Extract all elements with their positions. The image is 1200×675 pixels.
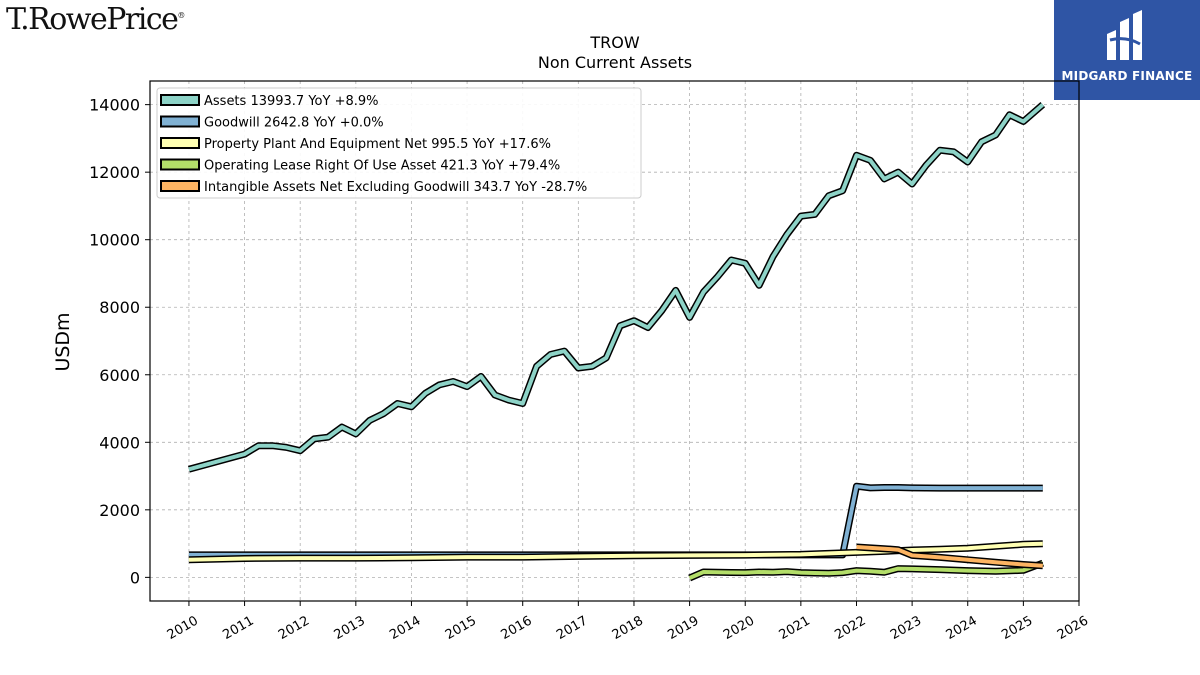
x-tick-label: 2026 bbox=[1055, 613, 1091, 643]
legend-label: Operating Lease Right Of Use Asset 421.3… bbox=[204, 159, 560, 174]
legend-swatch bbox=[160, 137, 200, 149]
x-tick-label: 2025 bbox=[999, 613, 1035, 643]
chart-subtitle: Non Current Assets bbox=[538, 53, 692, 72]
x-tick-label: 2021 bbox=[777, 613, 813, 643]
brand-logo: T.RowePrice® bbox=[6, 2, 185, 37]
legend-swatch bbox=[160, 180, 200, 192]
legend-label: Intangible Assets Net Excluding Goodwill… bbox=[204, 180, 587, 195]
chart-title: TROW bbox=[589, 33, 639, 52]
x-tick-label: 2014 bbox=[387, 613, 423, 643]
y-axis-label: USDm bbox=[52, 312, 74, 371]
partner-logo-mark bbox=[1107, 10, 1142, 60]
legend-swatch bbox=[160, 94, 200, 106]
y-tick-label: 2000 bbox=[99, 501, 140, 520]
y-tick-label: 10000 bbox=[89, 231, 140, 250]
partner-logo: MIDGARD FINANCE bbox=[1054, 0, 1200, 100]
x-tick-label: 2016 bbox=[499, 613, 535, 643]
x-tick-label: 2017 bbox=[554, 613, 590, 643]
x-tick-label: 2012 bbox=[276, 613, 312, 643]
plot-frame bbox=[149, 80, 1080, 602]
x-tick-label: 2020 bbox=[721, 613, 757, 643]
y-tick-label: 4000 bbox=[99, 433, 140, 452]
legend-box bbox=[156, 87, 642, 199]
partner-name: MIDGARD FINANCE bbox=[1061, 69, 1193, 83]
x-tick-label: 2015 bbox=[443, 613, 479, 643]
series-line bbox=[688, 561, 1044, 580]
x-tick-label: 2023 bbox=[888, 613, 924, 643]
y-tick-label: 8000 bbox=[99, 298, 140, 317]
series-line-outline bbox=[188, 482, 1043, 559]
x-tick-label: 2010 bbox=[165, 613, 201, 643]
legend-label: Property Plant And Equipment Net 995.5 Y… bbox=[204, 137, 551, 152]
series-line bbox=[856, 545, 1043, 568]
registered-mark: ® bbox=[177, 11, 186, 20]
legend-label: Goodwill 2642.8 YoY +0.0% bbox=[204, 116, 384, 131]
legend-swatch bbox=[160, 158, 200, 171]
x-tick-label: 2024 bbox=[944, 613, 980, 643]
series-line bbox=[188, 541, 1043, 562]
x-tick-label: 2022 bbox=[832, 613, 868, 643]
x-tick-label: 2018 bbox=[610, 613, 646, 643]
legend-swatch bbox=[160, 115, 200, 128]
series-line bbox=[188, 103, 1045, 472]
legend: Assets 13993.7 YoY +8.9% Goodwill 2642.8 … bbox=[156, 87, 642, 199]
y-tick-label: 14000 bbox=[89, 96, 140, 115]
series-line bbox=[188, 484, 1043, 557]
y-tick-label: 0 bbox=[130, 568, 140, 587]
legend-label: Assets 13993.7 YoY +8.9% bbox=[204, 94, 379, 109]
series-lines bbox=[187, 101, 1046, 582]
x-tick-label: 2011 bbox=[220, 613, 256, 643]
x-tick-label: 2019 bbox=[665, 613, 701, 643]
y-tick-label: 12000 bbox=[89, 163, 140, 182]
x-tick-label: 2013 bbox=[332, 613, 368, 643]
brand-logo-text: T.RowePrice bbox=[6, 2, 179, 37]
y-tick-label: 6000 bbox=[99, 366, 140, 385]
